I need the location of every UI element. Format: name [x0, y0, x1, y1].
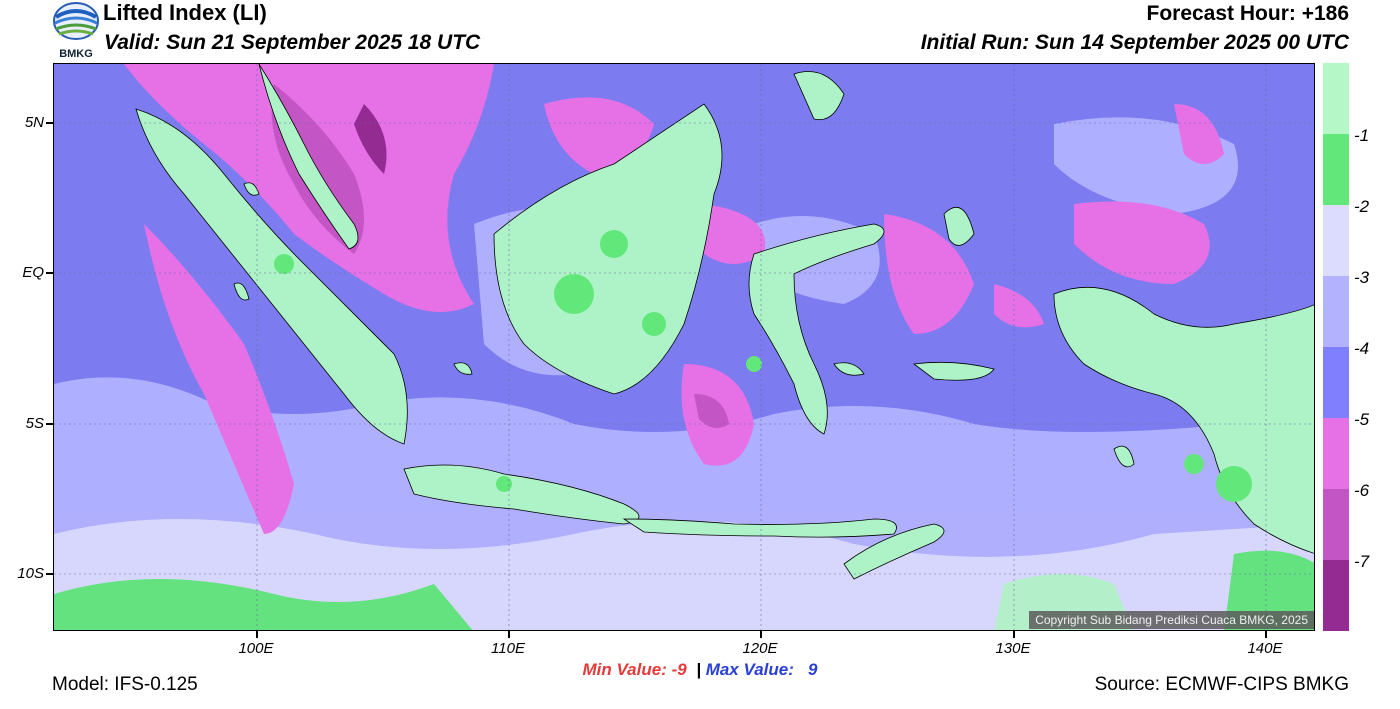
valid-time: Valid: Sun 21 September 2025 18 UTC [104, 31, 481, 54]
legend-swatch [1323, 134, 1349, 205]
lat-tick [46, 272, 53, 274]
li-green-patches [274, 230, 1252, 502]
lat-tick [46, 423, 53, 425]
lon-tick [760, 631, 762, 638]
legend-swatch [1323, 489, 1349, 560]
bmkg-logo: BMKG [53, 2, 99, 60]
sumatra [135, 108, 408, 445]
legend-swatch [1323, 560, 1349, 631]
legend-swatch [1323, 205, 1349, 276]
legend-label: -6 [1354, 481, 1370, 500]
lat-tick [46, 573, 53, 575]
lon-tick [508, 631, 510, 638]
lat-tick [46, 122, 53, 124]
lesser-sunda [622, 518, 897, 538]
logo-text: BMKG [59, 48, 93, 60]
halmahera [943, 207, 975, 246]
initial-run: Initial Run: Sun 14 September 2025 00 UT… [920, 31, 1349, 54]
legend-swatch [1323, 276, 1349, 347]
map-gridlines [54, 64, 1314, 630]
lat-label-eq: EQ [22, 264, 44, 281]
lon-tick [1265, 631, 1267, 638]
java [403, 464, 640, 525]
sulawesi [748, 223, 885, 435]
legend-swatch [1323, 347, 1349, 418]
legend-swatch [1323, 418, 1349, 489]
copyright-notice: Copyright Sub Bidang Prediksi Cuaca BMKG… [1029, 611, 1314, 629]
seram [912, 361, 995, 381]
stats-separator: | [696, 660, 701, 679]
mindanao [793, 71, 845, 121]
lon-tick [256, 631, 258, 638]
lat-label-5n: 5N [24, 114, 44, 131]
lat-label-10s: 10S [17, 565, 44, 582]
map-title: Lifted Index (LI) [103, 0, 267, 25]
malay-peninsula [258, 64, 359, 250]
legend-swatch [1323, 63, 1349, 134]
legend-label: -3 [1354, 268, 1370, 287]
legend-label: -7 [1354, 552, 1370, 571]
legend-label: -4 [1354, 339, 1370, 358]
lon-label-130e: 130E [995, 640, 1031, 657]
legend-label: -5 [1354, 410, 1370, 429]
lon-tick [1013, 631, 1015, 638]
colorbar-legend [1323, 63, 1349, 631]
timor [843, 523, 945, 580]
forecast-hour: Forecast Hour: +186 [1146, 2, 1350, 25]
min-label: Min Value: [582, 660, 667, 679]
lon-label-110e: 110E [491, 640, 525, 657]
legend-label: -1 [1354, 126, 1370, 145]
legend-label: -2 [1354, 197, 1370, 216]
buru [833, 362, 865, 376]
lon-label-100e: 100E [238, 640, 274, 657]
lat-label-5s: 5S [25, 415, 44, 432]
min-max-stats: Min Value: -9 | Max Value: 9 [0, 660, 1400, 680]
model-info: Model: IFS-0.125 [52, 674, 198, 695]
lon-label-120e: 120E [742, 640, 778, 657]
min-value: -9 [671, 660, 687, 679]
lon-label-140e: 140E [1247, 640, 1283, 657]
max-label: Max Value: [705, 660, 794, 679]
map-panel[interactable] [53, 63, 1315, 631]
source-info: Source: ECMWF-CIPS BMKG [1094, 674, 1349, 695]
max-value: 9 [808, 660, 818, 679]
forecast-map [54, 64, 1314, 630]
